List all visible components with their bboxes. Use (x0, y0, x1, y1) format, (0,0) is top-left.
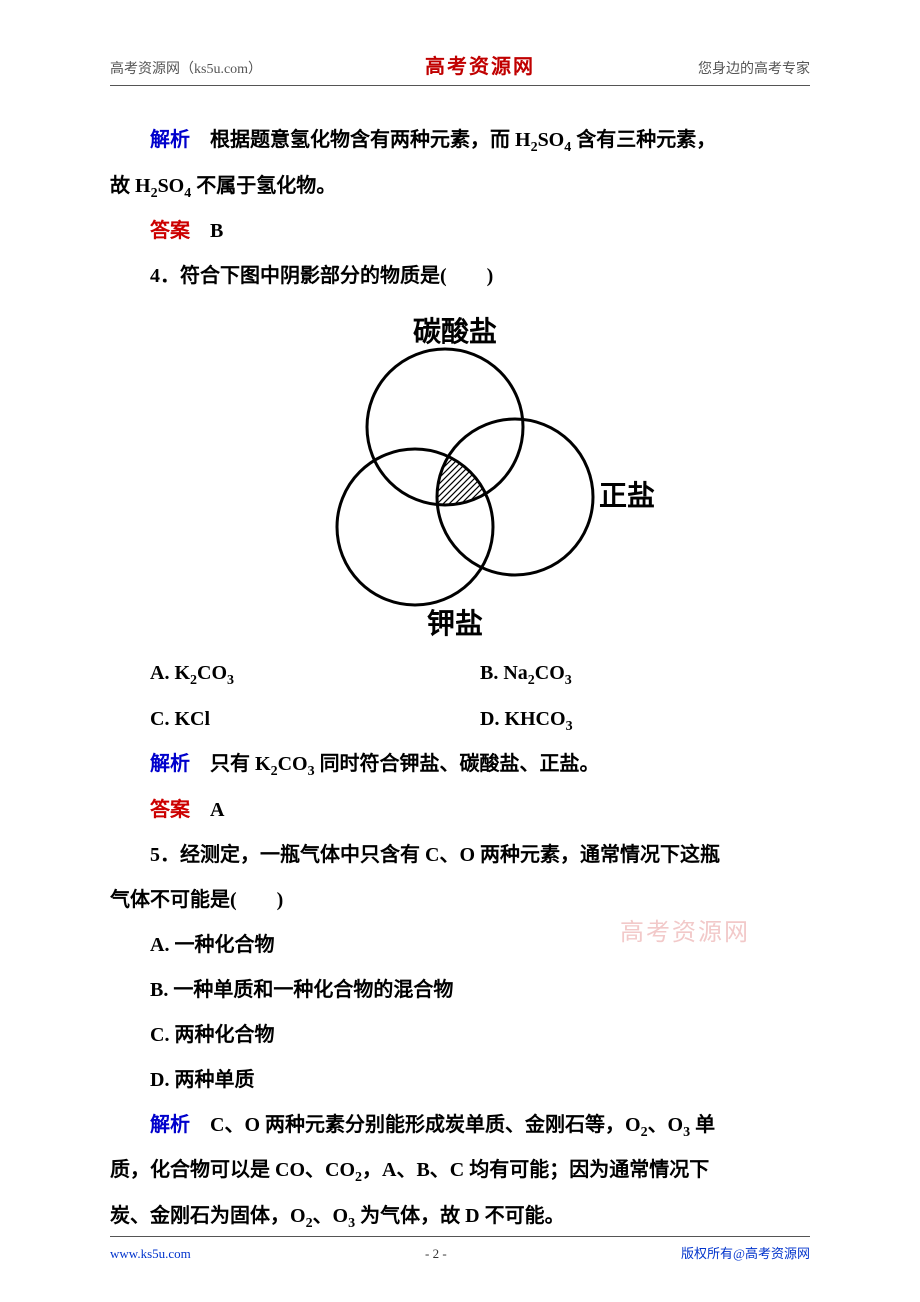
q4-opt-d: D. KHCO3 (480, 697, 810, 743)
venn-diagram: 碳酸盐 正盐 钾盐 (110, 307, 810, 647)
q4-opt-a: A. K2CO3 (150, 651, 480, 697)
answer-label: 答案 (150, 799, 190, 821)
header-center-logo: 高考资源网 (425, 50, 535, 79)
svg-text:碳酸盐: 碳酸盐 (413, 316, 497, 347)
q4-analysis: 解析 只有 K2CO3 同时符合钾盐、碳酸盐、正盐。 (110, 742, 810, 788)
analysis-label: 解析 (150, 129, 190, 151)
q4-stem: 4．符合下图中阴影部分的物质是( ) (110, 254, 810, 299)
analysis-label: 解析 (150, 753, 190, 775)
page-footer: www.ks5u.com - 2 - 版权所有@高考资源网 (110, 1236, 810, 1262)
q4-opt-b: B. Na2CO3 (480, 651, 810, 697)
q5-stem-line2: 气体不可能是( ) (110, 878, 810, 923)
footer-page-number: - 2 - (425, 1246, 447, 1262)
svg-text:正盐: 正盐 (599, 480, 655, 511)
q5-opt-d: D. 两种单质 (110, 1058, 810, 1103)
page-header: 高考资源网（ks5u.com） 高考资源网 您身边的高考专家 (110, 50, 810, 86)
q5-analysis-l1: 解析 C、O 两种元素分别能形成炭单质、金刚石等，O2、O3 单 (110, 1103, 810, 1149)
content-body: 解析 根据题意氢化物含有两种元素，而 H2SO4 含有三种元素， 故 H2SO4… (110, 118, 810, 1239)
q5-opt-a: A. 一种化合物 (110, 923, 810, 968)
q4-options: A. K2CO3 B. Na2CO3 C. KCl D. KHCO3 (110, 651, 810, 742)
answer-label: 答案 (150, 220, 190, 242)
q3-analysis-line2: 故 H2SO4 不属于氢化物。 (110, 164, 810, 210)
q5-analysis-l2: 质，化合物可以是 CO、CO2，A、B、C 均有可能；因为通常情况下 (110, 1148, 810, 1194)
footer-left: www.ks5u.com (110, 1246, 191, 1262)
q4-opt-c: C. KCl (150, 697, 480, 743)
q5-stem-line1: 5．经测定，一瓶气体中只含有 C、O 两种元素，通常情况下这瓶 (110, 833, 810, 878)
q5-analysis-l3: 炭、金刚石为固体，O2、O3 为气体，故 D 不可能。 (110, 1194, 810, 1240)
q5-opt-c: C. 两种化合物 (110, 1013, 810, 1058)
q5-opt-b: B. 一种单质和一种化合物的混合物 (110, 968, 810, 1013)
header-right: 您身边的高考专家 (698, 58, 810, 78)
footer-right: 版权所有@高考资源网 (681, 1243, 810, 1262)
analysis-label: 解析 (150, 1114, 190, 1136)
venn-svg: 碳酸盐 正盐 钾盐 (250, 307, 670, 647)
q3-answer: 答案 B (110, 209, 810, 254)
q4-answer: 答案 A (110, 788, 810, 833)
header-left: 高考资源网（ks5u.com） (110, 58, 262, 78)
q3-analysis: 解析 根据题意氢化物含有两种元素，而 H2SO4 含有三种元素， (110, 118, 810, 164)
svg-text:钾盐: 钾盐 (427, 608, 483, 639)
